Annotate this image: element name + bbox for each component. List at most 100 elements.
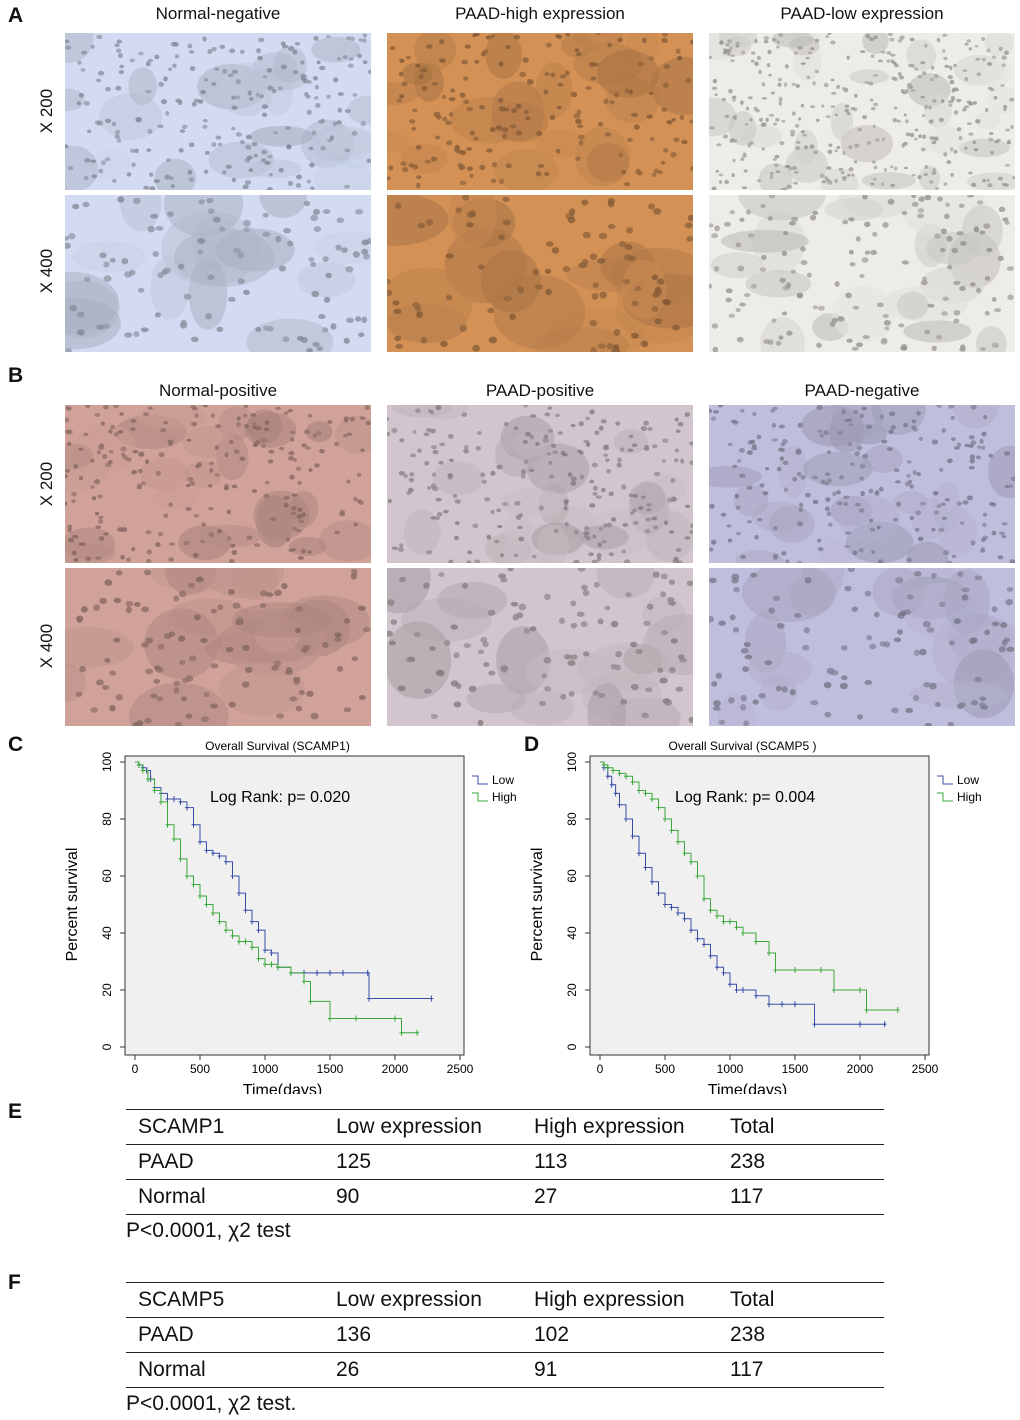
- censor-mark-high: [601, 761, 606, 768]
- censor-mark-low: [630, 833, 635, 840]
- censor-mark-high: [773, 967, 778, 974]
- censor-mark-high: [858, 987, 862, 993]
- censor-mark-high: [256, 955, 261, 962]
- micrograph-a-normal-x200: [65, 33, 371, 190]
- table-row: Normal 90 27 117: [126, 1179, 884, 1215]
- panel-b-row-label-400: X 400: [37, 623, 56, 669]
- censor-mark-low: [367, 995, 371, 1002]
- censor-mark-high: [832, 987, 836, 993]
- km-plot-scamp5: Overall Survival (SCAMP5 ) 0 500 1000 1500 20…: [520, 734, 990, 1094]
- censor-mark-high: [140, 767, 145, 774]
- censor-mark-low: [754, 992, 758, 999]
- legend-swatch-low: [937, 775, 953, 785]
- panel-letter-d: D: [524, 733, 540, 756]
- panel-b-col-title-3: PAAD-negative: [804, 381, 920, 400]
- micrograph-a-high-x400: [387, 195, 693, 352]
- censor-mark-low: [211, 850, 215, 857]
- panel-a-col-title-3: PAAD-low expression: [780, 4, 944, 23]
- censor-mark-low: [695, 935, 700, 942]
- censor-mark-high: [682, 850, 687, 857]
- panel-b-col-title-1: Normal-positive: [158, 381, 278, 400]
- censor-mark-low: [767, 1001, 771, 1008]
- censor-mark-high: [415, 1029, 420, 1036]
- series-line-low: [600, 761, 885, 1025]
- censor-mark-high: [308, 998, 313, 1005]
- censor-mark-high: [136, 761, 141, 768]
- censor-mark-low: [637, 850, 641, 857]
- censor-mark-high: [734, 924, 739, 931]
- censor-mark-high: [819, 967, 823, 974]
- censor-mark-high: [630, 778, 635, 785]
- censor-mark-low: [605, 773, 610, 780]
- censor-mark-high: [393, 1015, 397, 1022]
- table-e-note: P<0.0001, χ2 test: [126, 1219, 291, 1242]
- micrograph-b-normal-x200: [65, 405, 371, 563]
- series-line-high: [135, 761, 418, 1034]
- y-tick-label: 20: [565, 983, 579, 997]
- y-tick-label: 80: [565, 812, 579, 826]
- censor-mark-high: [715, 912, 719, 919]
- x-tick-label: 2000: [382, 1062, 409, 1076]
- micrograph-b-paad-negative-x400: [709, 568, 1015, 726]
- x-tick-label: 0: [597, 1062, 604, 1076]
- censor-mark-low: [669, 904, 674, 911]
- censor-mark-high: [676, 838, 680, 845]
- panel-a-col-title-1: Normal-negative: [155, 4, 281, 23]
- censor-mark-high: [611, 767, 615, 774]
- censor-mark-high: [605, 764, 610, 771]
- y-tick-label: 100: [100, 752, 114, 772]
- table-cell: PAAD: [126, 1144, 324, 1180]
- table-cell: 117: [718, 1179, 884, 1215]
- chart-title: Overall Survival (SCAMP5 ): [668, 739, 816, 753]
- panel-a-row-label-400: X 400: [37, 248, 56, 294]
- censor-mark-high: [191, 881, 196, 888]
- censor-mark-high: [159, 798, 163, 805]
- x-tick-label: 2500: [447, 1062, 474, 1076]
- legend-swatch-high: [937, 792, 953, 802]
- x-tick-label: 2500: [912, 1062, 939, 1076]
- table-row: PAAD 125 113 238: [126, 1144, 884, 1180]
- legend-label-high: High: [492, 790, 517, 804]
- censor-mark-high: [172, 835, 176, 842]
- plot-area: [124, 755, 465, 1056]
- table-row: SCAMP1 Low expression High expression To…: [126, 1109, 884, 1145]
- censor-mark-high: [243, 938, 248, 945]
- panel-letter-f: F: [8, 1271, 21, 1294]
- x-tick-label: 500: [190, 1062, 210, 1076]
- table-cell: 91: [522, 1352, 718, 1388]
- legend-label-high: High: [957, 790, 982, 804]
- table-cell: 125: [324, 1144, 522, 1180]
- censor-mark-low: [613, 790, 618, 797]
- y-tick-label: 40: [100, 926, 114, 940]
- censor-mark-high: [617, 770, 622, 777]
- y-axis-label: Percent survival: [64, 848, 81, 962]
- censor-mark-high: [354, 1015, 358, 1022]
- censor-mark-high: [663, 816, 667, 822]
- panel-letter-e: E: [8, 1100, 23, 1123]
- legend-swatch-low: [472, 775, 488, 785]
- censor-mark-high: [269, 961, 274, 968]
- censor-mark-high: [767, 949, 771, 956]
- censor-mark-high: [185, 873, 189, 879]
- table-e-header-low: Low expression: [324, 1109, 522, 1145]
- panel-b-col-title-2: PAAD-positive: [485, 381, 595, 400]
- censor-mark-high: [695, 873, 700, 879]
- censor-mark-high: [624, 773, 628, 780]
- table-f-header-gene: SCAMP5: [126, 1282, 324, 1318]
- table-cell: Normal: [126, 1352, 324, 1388]
- table-cell: Normal: [126, 1179, 324, 1215]
- table-cell: PAAD: [126, 1317, 324, 1353]
- censor-mark-low: [243, 907, 248, 914]
- censor-mark-high: [793, 967, 797, 974]
- censor-mark-low: [793, 1001, 797, 1008]
- censor-mark-high: [302, 978, 306, 985]
- censor-mark-low: [663, 901, 667, 908]
- censor-mark-low: [715, 964, 719, 971]
- censor-mark-low: [624, 816, 628, 822]
- micrograph-b-paad-positive-x400: [387, 568, 693, 726]
- censor-mark-low: [734, 987, 739, 993]
- y-tick-label: 0: [565, 1043, 579, 1050]
- log-rank-annotation: Log Rank: p= 0.020: [210, 789, 350, 806]
- censor-mark-low: [643, 864, 648, 871]
- x-tick-label: 1500: [782, 1062, 809, 1076]
